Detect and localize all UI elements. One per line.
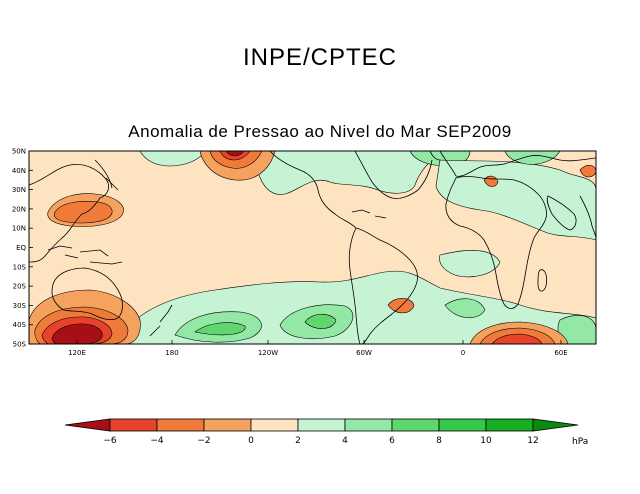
- latitude-axis: 50N 40N 30N 20N 10N EQ 10S 20S 30S 40S 5…: [12, 148, 33, 349]
- negative-anomaly-east-asia-3: [579, 165, 596, 178]
- colorbar-tick-2: 2: [295, 436, 301, 446]
- lon-label-120e: 120E: [68, 349, 86, 357]
- lat-label-10n: 10N: [12, 225, 26, 233]
- colorbar: [64, 418, 579, 432]
- lon-label-0: 0: [461, 349, 465, 357]
- arabia-coastline: [546, 195, 577, 231]
- positive-anomaly-north-africa: [504, 151, 561, 165]
- lat-label-20s: 20S: [13, 283, 27, 291]
- lat-label-50n: 50N: [12, 148, 26, 156]
- colorbar-labels: −6 −4 −2 0 2 4 6 8 10 12 hPa: [103, 436, 588, 447]
- greenland-coastline: [429, 151, 441, 161]
- colorbar-segment-6: [344, 418, 393, 432]
- colorbar-tick-6: 6: [389, 436, 395, 446]
- colorbar-segment-7: [391, 418, 440, 432]
- lon-label-180: 180: [165, 349, 178, 357]
- lat-label-30n: 30N: [12, 186, 26, 194]
- new-zealand-coastline: [149, 304, 173, 337]
- negative-anomaly-south-atlantic: [387, 297, 415, 314]
- europe-coastline: [439, 151, 596, 177]
- south-america-coastline: [348, 227, 418, 344]
- map-title: Anomalia de Pressao ao Nivel do Mar SEP2…: [128, 122, 512, 141]
- colorbar-segment-5: [297, 418, 346, 432]
- australia-coastline: [51, 267, 123, 321]
- lon-label-120w: 120W: [258, 349, 278, 357]
- colorbar-tick-4: 4: [342, 436, 348, 446]
- positive-anomaly-tropical-atlantic: [439, 249, 501, 278]
- negative-anomaly-south-indian-3: [491, 333, 543, 344]
- positive-anomaly-south-atlantic: [444, 298, 486, 318]
- lon-label-60e: 60E: [554, 349, 567, 357]
- coastlines: [29, 151, 596, 344]
- negative-anomaly-north-pacific-low-4: [225, 151, 245, 157]
- colorbar-segment-3: [203, 418, 252, 432]
- header-title: INPE/CPTEC: [242, 44, 398, 71]
- madagascar-coastline: [537, 269, 548, 292]
- colorbar-end-left: [64, 418, 111, 432]
- positive-anomaly-south-indian: [557, 315, 596, 344]
- lat-label-40n: 40N: [12, 167, 26, 175]
- colorbar-segment-9: [485, 418, 534, 432]
- colorbar-tick-10: 10: [480, 436, 492, 446]
- asia-coastline: [29, 163, 110, 263]
- lat-label-40s: 40S: [13, 321, 27, 329]
- negative-anomaly-east-asia-2: [53, 201, 113, 224]
- lat-label-50s: 50S: [13, 341, 27, 349]
- lon-label-60w: 60W: [356, 349, 372, 357]
- positive-anomaly-south-pacific-2: [194, 322, 246, 336]
- lat-label-10s: 10S: [13, 263, 27, 271]
- positive-anomaly-south-pacific-4: [304, 313, 337, 329]
- positive-anomaly-north-america: [254, 151, 441, 195]
- colorbar-segment-4: [250, 418, 299, 432]
- colorbar-end-right: [532, 418, 579, 432]
- colorbar-segment-8: [438, 418, 487, 432]
- lat-label-30s: 30S: [13, 302, 27, 310]
- colorbar-segment-1: [109, 418, 158, 432]
- colorbar-segment-2: [156, 418, 205, 432]
- colorbar-tick-8: 8: [436, 436, 442, 446]
- colorbar-tick-12: 12: [527, 436, 538, 446]
- japan-coastline: [94, 159, 119, 191]
- colorbar-tick-0: 0: [248, 436, 254, 446]
- colorbar-tick-neg4: −4: [150, 436, 164, 446]
- anomaly-field: [29, 151, 596, 344]
- north-america-coastline: [269, 151, 433, 229]
- maritime-continent-coastline: [47, 245, 123, 265]
- longitude-axis: 120E 180 120W 60W 0 60E: [68, 340, 568, 357]
- colorbar-tick-neg6: −6: [103, 436, 117, 446]
- africa-coastline: [445, 176, 547, 309]
- colorbar-unit: hPa: [572, 437, 588, 447]
- negative-anomaly-australia-4: [51, 323, 103, 344]
- colorbar-tick-neg2: −2: [197, 436, 210, 446]
- caribbean-coastline: [351, 209, 387, 219]
- lat-label-20n: 20N: [12, 205, 26, 213]
- lat-label-eq: EQ: [16, 244, 26, 252]
